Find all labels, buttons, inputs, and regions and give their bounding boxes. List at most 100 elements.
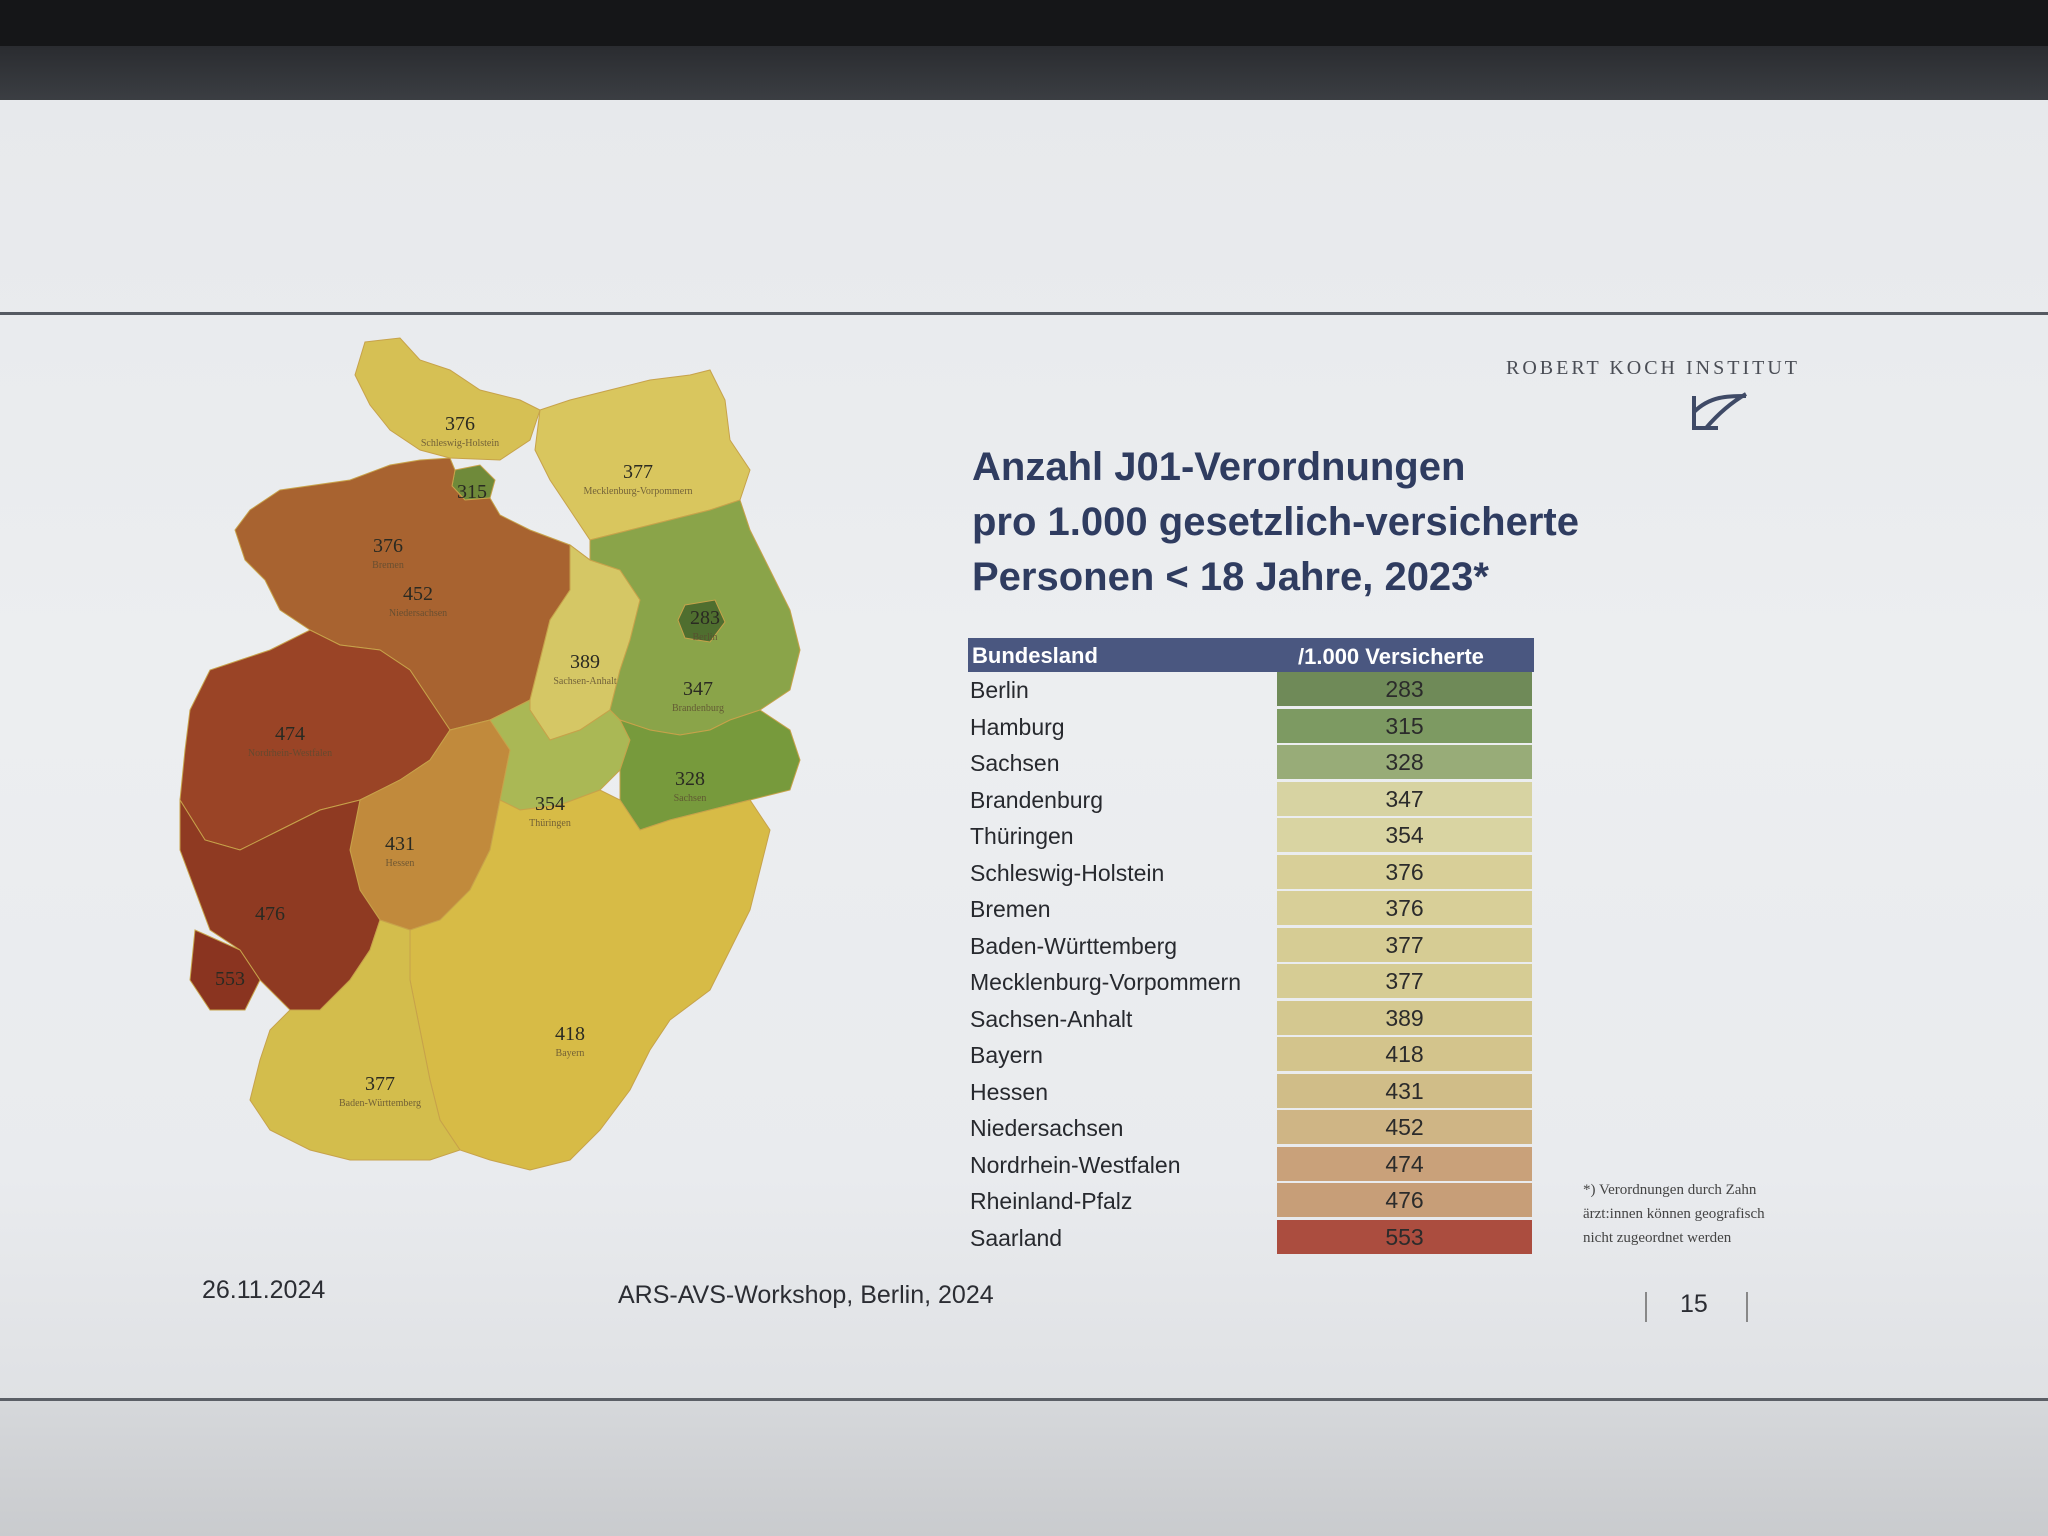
row-bundesland: Brandenburg xyxy=(970,786,1103,813)
region-saarland xyxy=(189,929,261,1011)
table-row: Brandenburg 347 xyxy=(968,781,1534,819)
region-name-baden-wuerttemberg: Baden-Württemberg xyxy=(339,1098,421,1109)
region-name-bremen: Bremen xyxy=(372,560,404,571)
slide-top-rule xyxy=(0,312,2048,315)
table-row: Nordrhein-Westfalen 474 xyxy=(968,1146,1534,1184)
region-value-bremen: 376 xyxy=(373,535,403,557)
data-table: Bundesland /1.000 Versicherte Berlin 283 H… xyxy=(968,638,1534,1256)
table-body: Berlin 283 Hamburg 315 Sachsen 328 Brandenburg… xyxy=(968,672,1534,1256)
region-name-berlin: Berlin xyxy=(693,632,718,643)
region-name-sachsen-anhalt: Sachsen-Anhalt xyxy=(553,676,617,687)
rki-logo-text: ROBERT KOCH INSTITUT xyxy=(1506,357,1800,379)
footer-event: ARS-AVS-Workshop, Berlin, 2024 xyxy=(618,1281,994,1309)
row-value: 377 xyxy=(1277,927,1532,962)
region-name-bayern: Bayern xyxy=(556,1048,585,1059)
region-value-schleswig-holstein: 376 xyxy=(445,413,475,435)
table-row: Sachsen 328 xyxy=(968,745,1534,782)
page-divider-right xyxy=(1746,1292,1748,1322)
row-bundesland: Nordrhein-Westfalen xyxy=(970,1151,1181,1178)
region-value-hessen: 431 xyxy=(385,833,415,855)
region-name-nordrhein-westfalen: Nordrhein-Westfalen xyxy=(248,748,332,759)
row-value: 474 xyxy=(1277,1146,1532,1181)
row-bundesland: Saarland xyxy=(970,1224,1063,1251)
region-name-thueringen: Thüringen xyxy=(529,818,571,829)
slide-bottom-rule xyxy=(0,1398,2048,1401)
row-value: 347 xyxy=(1277,781,1532,816)
region-name-mecklenburg-vorpommern: Mecklenburg-Vorpommern xyxy=(583,486,692,497)
rki-logo-icon xyxy=(1692,392,1747,430)
title-line-3: Personen < 18 Jahre, 2023* xyxy=(972,555,1489,599)
region-value-berlin: 283 xyxy=(690,607,720,629)
screen-lower-area xyxy=(0,1401,2048,1536)
table-row: Schleswig-Holstein 376 xyxy=(968,854,1534,892)
page-number: 15 xyxy=(1680,1290,1708,1318)
footnote-line-1: *) Verordnungen durch Zahn xyxy=(1583,1182,1757,1198)
region-mecklenburg-vorpommern xyxy=(534,369,751,541)
table-row: Berlin 283 xyxy=(968,672,1534,709)
region-value-hamburg: 315 xyxy=(457,481,487,503)
table-row: Hamburg 315 xyxy=(968,708,1534,746)
table-row: Saarland 553 xyxy=(968,1219,1534,1257)
row-value: 354 xyxy=(1277,818,1532,852)
row-bundesland: Bremen xyxy=(970,896,1051,922)
region-value-saarland: 553 xyxy=(215,968,245,990)
row-bundesland: Schleswig-Holstein xyxy=(970,859,1165,886)
row-value: 476 xyxy=(1277,1183,1532,1217)
row-bundesland: Rheinland-Pfalz xyxy=(970,1188,1133,1214)
region-sachsen xyxy=(619,709,801,831)
row-bundesland: Thüringen xyxy=(970,823,1074,849)
region-name-niedersachsen: Niedersachsen xyxy=(389,608,447,619)
row-value: 377 xyxy=(1277,964,1532,998)
table-row: Rheinland-Pfalz 476 xyxy=(968,1183,1534,1220)
table-row: Bayern 418 xyxy=(968,1037,1534,1074)
row-value: 283 xyxy=(1277,672,1532,706)
footnote-line-3: nicht zugeordnet werden xyxy=(1583,1230,1732,1246)
region-name-hessen: Hessen xyxy=(386,858,415,869)
row-value: 315 xyxy=(1277,708,1532,743)
title-line-1: Anzahl J01-Verordnungen xyxy=(972,445,1466,489)
row-bundesland: Mecklenburg-Vorpommern xyxy=(970,969,1242,995)
slide-title: Anzahl J01-Verordnungen pro 1.000 gesetz… xyxy=(972,440,1692,605)
region-value-sachsen-anhalt: 389 xyxy=(570,651,600,673)
table-row: Thüringen 354 xyxy=(968,818,1534,855)
region-name-brandenburg: Brandenburg xyxy=(672,703,724,714)
footer-date: 26.11.2024 xyxy=(202,1276,326,1304)
row-bundesland: Bayern xyxy=(970,1042,1043,1068)
row-value: 376 xyxy=(1277,854,1532,889)
region-value-sachsen: 328 xyxy=(675,768,705,790)
region-name-schleswig-holstein: Schleswig-Holstein xyxy=(421,438,499,449)
projector-housing xyxy=(0,46,2048,104)
germany-map: 376 Schleswig-Holstein 377 Mecklenburg-Vorp… xyxy=(179,337,801,1171)
row-value: 376 xyxy=(1277,891,1532,925)
row-bundesland: Niedersachsen xyxy=(970,1115,1124,1141)
region-value-bayern: 418 xyxy=(555,1023,585,1045)
row-value: 328 xyxy=(1277,745,1532,779)
col-header-bundesland: Bundesland xyxy=(972,643,1098,668)
row-bundesland: Baden-Württemberg xyxy=(970,932,1178,959)
region-value-rheinland-pfalz: 476 xyxy=(255,903,285,925)
row-bundesland: Sachsen xyxy=(970,750,1060,776)
row-bundesland: Hessen xyxy=(970,1078,1048,1105)
footnote-line-2: ärzt:innen können geografisch xyxy=(1583,1206,1765,1222)
row-bundesland: Sachsen-Anhalt xyxy=(970,1005,1133,1032)
region-value-brandenburg: 347 xyxy=(683,678,713,700)
row-value: 431 xyxy=(1277,1073,1532,1108)
region-value-baden-wuerttemberg: 377 xyxy=(365,1073,395,1095)
footnote: *) Verordnungen durch Zahn ärzt:innen kö… xyxy=(1583,1178,1843,1250)
table-row: Niedersachsen 452 xyxy=(968,1110,1534,1147)
title-line-2: pro 1.000 gesetzlich-versicherte xyxy=(972,500,1579,544)
table-row: Sachsen-Anhalt 389 xyxy=(968,1000,1534,1038)
row-bundesland: Berlin xyxy=(970,677,1029,703)
table-row: Hessen 431 xyxy=(968,1073,1534,1111)
table-header: Bundesland /1.000 Versicherte xyxy=(968,638,1534,672)
projector-top-edge xyxy=(0,0,2048,46)
region-name-sachsen: Sachsen xyxy=(674,793,707,804)
region-value-nordrhein-westfalen: 474 xyxy=(275,723,305,745)
region-value-niedersachsen: 452 xyxy=(403,583,433,605)
table-row: Baden-Württemberg 377 xyxy=(968,927,1534,965)
region-value-thueringen: 354 xyxy=(535,793,565,815)
row-value: 389 xyxy=(1277,1000,1532,1035)
region-berlin xyxy=(677,599,726,643)
row-bundesland: Hamburg xyxy=(970,713,1065,740)
region-value-mecklenburg-vorpommern: 377 xyxy=(623,461,653,483)
